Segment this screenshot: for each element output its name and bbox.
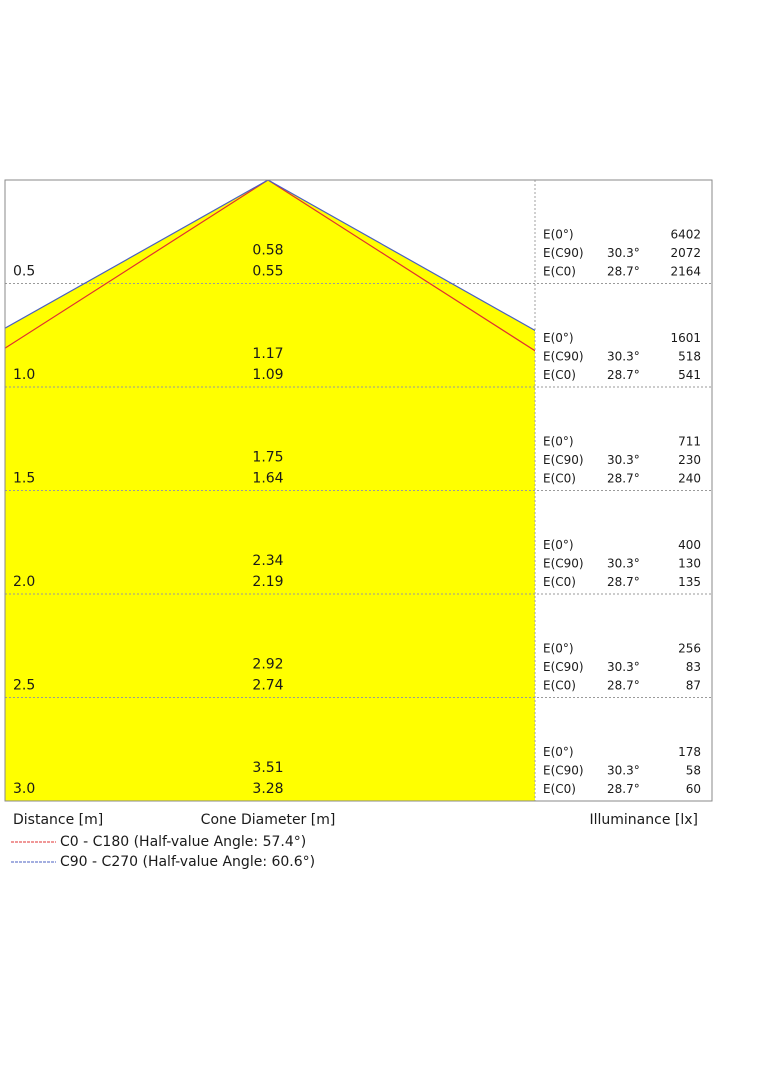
illuminance-row-label: E(0°)	[543, 745, 574, 759]
cone-diameter-c90-label: 3.51	[252, 760, 283, 776]
cone-diameter-c0-label: 0.55	[252, 264, 283, 280]
illuminance-row-label: E(C90)	[543, 764, 584, 778]
cone-diameter-c90-label: 0.58	[252, 243, 283, 259]
label-layer: 0.5 0.58 0.55 E(0°) 6402 E(C90) 30.3° 2072 E(C0)…	[11, 228, 701, 870]
cone-diameter-c0-label: 2.74	[252, 678, 283, 694]
illuminance-row-label: E(C90)	[543, 453, 584, 467]
illuminance-value: 83	[686, 660, 701, 674]
distance-label: 2.0	[13, 574, 35, 590]
illuminance-value: 230	[678, 453, 701, 467]
illuminance-value: 711	[678, 435, 701, 449]
illuminance-row-label: E(0°)	[543, 642, 574, 656]
illuminance-row-label: E(C90)	[543, 350, 584, 364]
illuminance-value: 256	[678, 642, 701, 656]
illuminance-angle: 28.7°	[607, 782, 640, 796]
distance-label: 3.0	[13, 781, 35, 797]
illuminance-value: 2164	[670, 265, 701, 279]
illuminance-value: 400	[678, 538, 701, 552]
cone-diameter-c0-label: 1.09	[252, 367, 283, 383]
illuminance-row-label: E(C0)	[543, 575, 576, 589]
cone-diameter-c0-label: 1.64	[252, 471, 283, 487]
cone-edge-layer	[5, 180, 535, 352]
distance-label: 1.5	[13, 471, 35, 487]
cone-diameter-c0-label: 3.28	[252, 781, 283, 797]
frame-layer	[4, 179, 713, 802]
cone-edge-left-0	[5, 180, 269, 349]
illuminance-angle: 30.3°	[607, 557, 640, 571]
illuminance-row-label: E(C0)	[543, 472, 576, 486]
illuminance-value: 2072	[670, 246, 701, 260]
cone-diameter-c0-label: 2.19	[252, 574, 283, 590]
illuminance-value: 518	[678, 350, 701, 364]
illuminance-row-label: E(0°)	[543, 435, 574, 449]
illuminance-value: 60	[686, 782, 701, 796]
illuminance-row-label: E(C0)	[543, 679, 576, 693]
illuminance-angle: 30.3°	[607, 246, 640, 260]
illuminance-angle: 30.3°	[607, 660, 640, 674]
chart-frame	[4, 179, 713, 802]
illuminance-axis-label: Illuminance [lx]	[590, 812, 699, 828]
illuminance-angle: 28.7°	[607, 679, 640, 693]
cone-edge-right-0	[267, 180, 535, 352]
illuminance-value: 178	[678, 745, 701, 759]
illuminance-row-label: E(0°)	[543, 331, 574, 345]
illuminance-row-label: E(0°)	[543, 228, 574, 242]
cone-diameter-axis-label: Cone Diameter [m]	[201, 812, 336, 828]
illuminance-value: 541	[678, 368, 701, 382]
illuminance-value: 87	[686, 679, 701, 693]
illuminance-angle: 30.3°	[607, 350, 640, 364]
cone-diameter-c90-label: 1.17	[252, 346, 283, 362]
illuminance-value: 1601	[670, 331, 701, 345]
illuminance-value: 135	[678, 575, 701, 589]
illuminance-row-label: E(C0)	[543, 265, 576, 279]
illuminance-angle: 28.7°	[607, 265, 640, 279]
illuminance-row-label: E(C90)	[543, 246, 584, 260]
illuminance-row-label: E(C0)	[543, 368, 576, 382]
illuminance-value: 130	[678, 557, 701, 571]
cone-edge-right-1	[267, 180, 535, 332]
distance-label: 0.5	[13, 264, 35, 280]
cone-diameter-c90-label: 2.34	[252, 553, 283, 569]
illuminance-angle: 30.3°	[607, 764, 640, 778]
illuminance-row-label: E(C90)	[543, 660, 584, 674]
illuminance-row-label: E(C90)	[543, 557, 584, 571]
illuminance-value: 240	[678, 472, 701, 486]
illuminance-angle: 30.3°	[607, 453, 640, 467]
cone-diameter-c90-label: 1.75	[252, 450, 283, 466]
illuminance-angle: 28.7°	[607, 368, 640, 382]
legend-entry: C0 - C180 (Half-value Angle: 57.4°)	[60, 834, 306, 850]
illuminance-value: 6402	[670, 228, 701, 242]
illuminance-value: 58	[686, 764, 701, 778]
legend-entry: C90 - C270 (Half-value Angle: 60.6°)	[60, 854, 315, 870]
illuminance-row-label: E(C0)	[543, 782, 576, 796]
cone-edge-left-1	[5, 180, 269, 329]
illuminance-angle: 28.7°	[607, 575, 640, 589]
illuminance-angle: 28.7°	[607, 472, 640, 486]
illuminance-row-label: E(0°)	[543, 538, 574, 552]
distance-axis-label: Distance [m]	[13, 812, 103, 828]
distance-label: 2.5	[13, 678, 35, 694]
distance-label: 1.0	[13, 367, 35, 383]
grid-layer	[5, 180, 712, 801]
cone-diameter-c90-label: 2.92	[252, 657, 283, 673]
